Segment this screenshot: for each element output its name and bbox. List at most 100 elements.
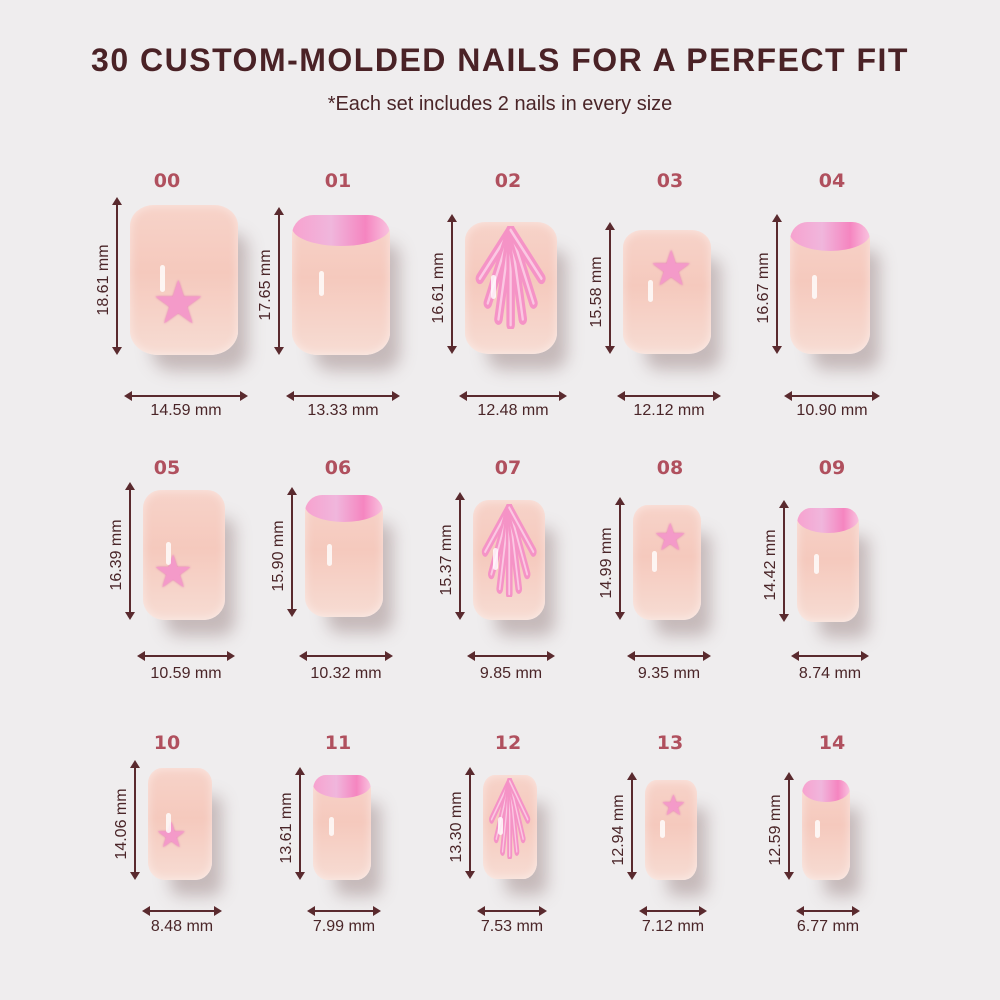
length-label: 14.06 mm (113, 788, 130, 860)
length-label: 16.67 mm (755, 252, 772, 324)
width-arrow (124, 391, 248, 401)
nail-highlight (165, 542, 171, 566)
nail-highlight (647, 279, 653, 302)
french-tip (802, 780, 850, 802)
width-label: 7.99 mm (312, 918, 376, 935)
starfish-icon: ★ (155, 816, 188, 856)
size-label: 06 (324, 457, 352, 479)
nail-french-tip (292, 215, 390, 355)
length-label: 12.59 mm (767, 794, 784, 866)
starfish-icon: ★ (660, 790, 687, 822)
length-label: 14.99 mm (598, 526, 615, 599)
page-title: 30 CUSTOM-MOLDED NAILS FOR A PERFECT FIT (91, 42, 909, 78)
size-label: 08 (656, 457, 684, 479)
nail-highlight (815, 820, 821, 838)
nail-highlight (319, 271, 325, 297)
width-arrow (299, 651, 393, 661)
length-arrow (455, 492, 465, 620)
length-arrow (605, 222, 615, 354)
nail-french-tip (313, 775, 371, 880)
nail-starfish: ★ (623, 230, 711, 354)
french-tip (313, 775, 371, 799)
size-label: 04 (818, 170, 846, 192)
nail-highlight (498, 816, 504, 836)
size-label: 07 (494, 457, 522, 479)
width-label: 12.12 mm (633, 402, 705, 419)
length-arrow (295, 767, 305, 880)
length-label: 16.39 mm (108, 519, 125, 591)
length-label: 13.61 mm (278, 791, 295, 864)
length-label: 16.61 mm (430, 252, 447, 324)
width-arrow (137, 651, 235, 661)
width-label: 10.32 mm (310, 665, 382, 682)
size-label: 00 (153, 170, 181, 192)
french-tip (305, 495, 383, 522)
size-label: 09 (818, 457, 846, 479)
width-label: 12.48 mm (477, 402, 549, 419)
nail-starfish: ★ (148, 768, 212, 880)
length-label: 17.65 mm (257, 249, 274, 321)
width-label: 10.90 mm (796, 402, 868, 419)
nail-seashell (473, 500, 545, 620)
width-arrow (627, 651, 711, 661)
nail-highlight (814, 553, 820, 575)
starfish-icon: ★ (152, 545, 194, 597)
length-arrow (274, 207, 284, 355)
length-label: 18.61 mm (95, 244, 112, 316)
width-arrow (617, 391, 721, 401)
size-label: 14 (818, 732, 846, 754)
size-label: 05 (153, 457, 181, 479)
nail-starfish: ★ (633, 505, 701, 620)
seashell-icon (489, 778, 531, 860)
length-label: 13.30 mm (448, 791, 465, 863)
french-tip (797, 508, 859, 534)
nail-highlight (659, 820, 665, 838)
size-label: 11 (324, 732, 352, 754)
size-label: 01 (324, 170, 352, 192)
length-arrow (125, 482, 135, 620)
width-arrow (796, 906, 860, 916)
width-label: 9.35 mm (637, 665, 701, 682)
width-label: 7.12 mm (641, 918, 705, 935)
width-label: 10.59 mm (150, 665, 222, 682)
french-tip (292, 215, 390, 246)
nail-highlight (652, 551, 658, 572)
length-arrow (779, 500, 789, 622)
nail-french-tip (797, 508, 859, 622)
seashell-icon (475, 225, 547, 329)
length-label: 15.90 mm (270, 520, 287, 592)
width-arrow (784, 391, 880, 401)
size-label: 12 (494, 732, 522, 754)
width-label: 13.33 mm (307, 402, 379, 419)
size-label: 10 (153, 732, 181, 754)
length-arrow (615, 497, 625, 620)
width-arrow (467, 651, 555, 661)
length-arrow (772, 214, 782, 354)
width-label: 8.48 mm (150, 918, 214, 935)
subtitle: *Each set includes 2 nails in every size (327, 93, 673, 115)
length-label: 15.37 mm (438, 524, 455, 596)
length-label: 12.94 mm (610, 794, 627, 866)
nail-starfish: ★ (645, 780, 697, 880)
nail-starfish: ★ (143, 490, 225, 620)
length-arrow (784, 772, 794, 880)
length-arrow (112, 197, 122, 355)
nail-highlight (329, 817, 335, 836)
seashell-icon (481, 503, 537, 598)
starfish-icon: ★ (649, 241, 693, 296)
nail-french-tip (305, 495, 383, 617)
length-label: 14.42 mm (762, 529, 779, 601)
nail-highlight (493, 548, 499, 570)
width-label: 6.77 mm (796, 918, 860, 935)
length-arrow (465, 767, 475, 879)
width-arrow (477, 906, 547, 916)
width-label: 7.53 mm (480, 918, 544, 935)
nail-seashell (483, 775, 537, 879)
nail-highlight (812, 274, 818, 299)
nail-highlight (490, 274, 496, 299)
size-label: 03 (656, 170, 684, 192)
length-arrow (130, 760, 140, 880)
french-tip (790, 222, 870, 252)
length-arrow (627, 772, 637, 880)
nail-highlight (160, 265, 166, 292)
